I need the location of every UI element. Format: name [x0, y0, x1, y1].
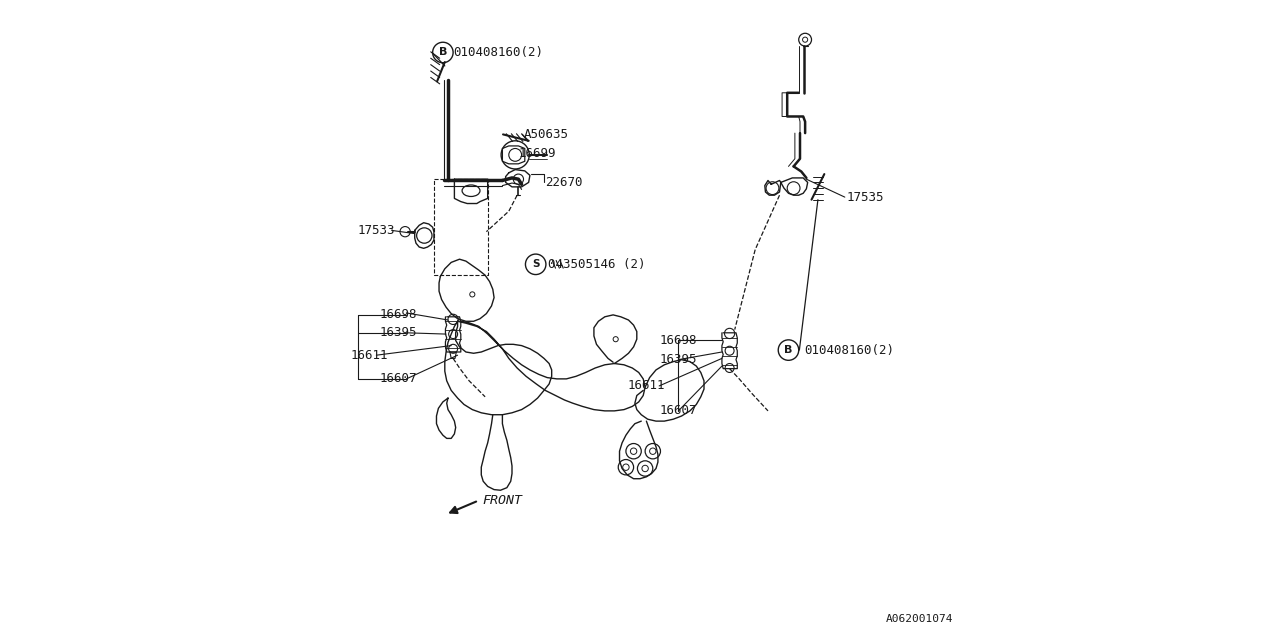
- Text: 16395: 16395: [379, 326, 417, 339]
- Text: A062001074: A062001074: [886, 614, 954, 624]
- Text: FRONT: FRONT: [483, 494, 522, 507]
- Text: 16699: 16699: [518, 147, 556, 160]
- Text: 16611: 16611: [627, 380, 664, 392]
- Text: 17535: 17535: [846, 191, 883, 204]
- Text: 010408160(2): 010408160(2): [805, 344, 895, 356]
- Text: S: S: [532, 259, 539, 269]
- Text: B: B: [439, 47, 447, 58]
- Text: 010408160(2): 010408160(2): [453, 46, 543, 59]
- Text: 17533: 17533: [357, 224, 394, 237]
- Text: B: B: [785, 345, 792, 355]
- Text: 043505146 (2): 043505146 (2): [548, 258, 645, 271]
- Text: 16698: 16698: [379, 308, 417, 321]
- Text: 16395: 16395: [659, 353, 696, 366]
- Text: 16611: 16611: [351, 349, 388, 362]
- Text: 16698: 16698: [659, 334, 696, 347]
- Text: 22670: 22670: [545, 176, 582, 189]
- Text: 16607: 16607: [379, 372, 417, 385]
- Text: 16607: 16607: [659, 404, 696, 417]
- Text: A50635: A50635: [524, 128, 568, 141]
